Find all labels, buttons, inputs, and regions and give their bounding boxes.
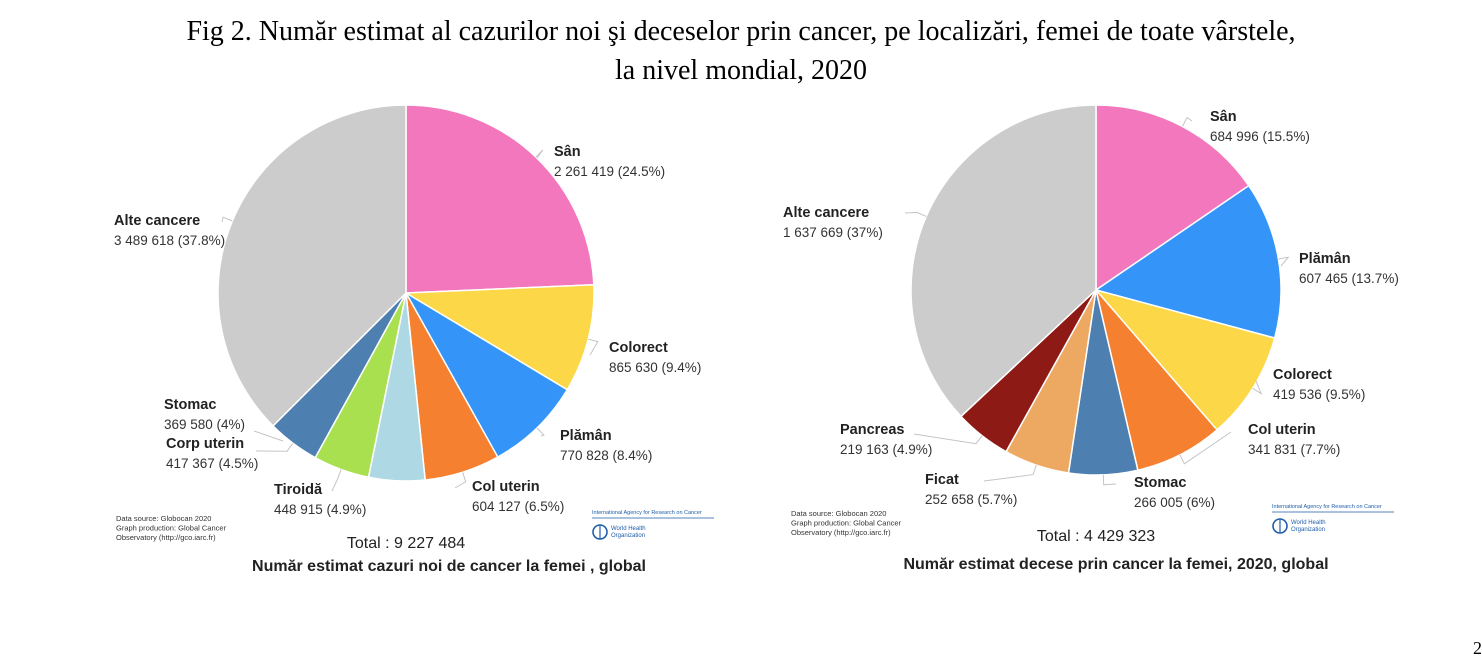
slice-name-col-uterin: Col uterin bbox=[472, 479, 540, 495]
who-logo-text: World Health bbox=[1291, 520, 1326, 526]
iarc-logo-text: International Agency for Research on Can… bbox=[1272, 504, 1382, 510]
data-source-line: Observatory (http://gco.iarc.fr) bbox=[791, 528, 891, 537]
slice-name-corp-uterin: Corp uterin bbox=[166, 436, 244, 452]
pie-chart-1: Sân 2 261 419 (24.5%) Colorect 865 630 (9.4… bbox=[114, 104, 714, 575]
slice-value-stomac: 369 580 (4%) bbox=[164, 417, 245, 432]
pie-slice-san bbox=[1095, 104, 1250, 292]
slice-value-colorect: 865 630 (9.4%) bbox=[609, 360, 701, 375]
slice-name-alte-cancere: Alte cancere bbox=[114, 213, 200, 229]
slice-value-tiroida: 448 915 (4.9%) bbox=[274, 502, 366, 517]
leader-line bbox=[454, 472, 467, 489]
leader-line bbox=[1278, 256, 1290, 267]
who-logo-text: Organization bbox=[1291, 527, 1325, 533]
data-source-line: Graph production: Global Cancer bbox=[791, 519, 902, 528]
pie-slice-plaman bbox=[1094, 184, 1282, 339]
slice-name-col-uterin: Col uterin bbox=[1248, 422, 1316, 438]
data-source-line: Data source: Globocan 2020 bbox=[116, 514, 211, 523]
chart-title: Număr estimat decese prin cancer la feme… bbox=[903, 556, 1328, 573]
slice-value-stomac: 266 005 (6%) bbox=[1134, 495, 1215, 510]
leader-line bbox=[536, 427, 545, 437]
data-source-line: Observatory (http://gco.iarc.fr) bbox=[116, 533, 216, 542]
slice-name-san: Sân bbox=[1210, 109, 1237, 125]
data-source-line: Graph production: Global Cancer bbox=[116, 524, 227, 533]
slice-value-col-uterin: 604 127 (6.5%) bbox=[472, 499, 564, 514]
figure-title: Fig 2. Număr estimat al cazurilor noi şi… bbox=[0, 12, 1482, 90]
slice-name-stomac: Stomac bbox=[1134, 475, 1186, 491]
pie-slice-san bbox=[405, 104, 595, 294]
slice-name-stomac: Stomac bbox=[164, 397, 216, 413]
slice-value-col-uterin: 341 831 (7.7%) bbox=[1248, 442, 1340, 457]
leader-line bbox=[255, 442, 294, 452]
slice-name-san: Sân bbox=[554, 144, 581, 160]
slice-value-ficat: 252 658 (5.7%) bbox=[925, 492, 1017, 507]
page-number: 2 bbox=[1473, 638, 1482, 658]
slice-name-plaman: Plămân bbox=[1299, 251, 1351, 267]
iarc-logo-text: International Agency for Research on Can… bbox=[592, 510, 702, 516]
figure-title-line-1: Fig 2. Număr estimat al cazurilor noi şi… bbox=[186, 16, 1296, 47]
leader-line bbox=[983, 464, 1037, 482]
slice-value-san: 684 996 (15.5%) bbox=[1210, 129, 1310, 144]
slice-value-alte-cancere: 1 637 669 (37%) bbox=[783, 225, 883, 240]
pie-slice-plaman bbox=[403, 290, 569, 459]
slice-name-pancreas: Pancreas bbox=[840, 422, 905, 438]
slice-value-colorect: 419 536 (9.5%) bbox=[1273, 387, 1365, 402]
slice-value-plaman: 770 828 (8.4%) bbox=[560, 448, 652, 463]
leader-line bbox=[331, 469, 342, 492]
pie-chart-2: Sân 684 996 (15.5%) Plămân 607 465 (13.7%) C… bbox=[783, 104, 1399, 573]
leader-line bbox=[1179, 431, 1232, 465]
slice-name-tiroida: Tiroidă bbox=[274, 482, 323, 498]
leader-line bbox=[1102, 474, 1117, 486]
slice-value-alte-cancere: 3 489 618 (37.8%) bbox=[114, 233, 225, 248]
slice-name-colorect: Colorect bbox=[609, 340, 668, 356]
chart-total: Total : 9 227 484 bbox=[347, 535, 465, 552]
slice-value-pancreas: 219 163 (4.9%) bbox=[840, 442, 932, 457]
chart-title: Număr estimat cazuri noi de cancer la fe… bbox=[252, 558, 646, 575]
slice-name-ficat: Ficat bbox=[925, 472, 959, 488]
figure-title-line-2: la nivel mondial, 2020 bbox=[615, 55, 867, 86]
leader-line bbox=[535, 149, 544, 159]
leader-line bbox=[1181, 116, 1193, 127]
chart-total: Total : 4 429 323 bbox=[1037, 528, 1155, 545]
leader-line bbox=[913, 433, 983, 445]
leader-line bbox=[221, 216, 233, 223]
slice-name-alte-cancere: Alte cancere bbox=[783, 205, 869, 221]
who-logo-text: Organization bbox=[611, 533, 645, 539]
leader-line bbox=[1252, 380, 1263, 395]
slice-name-colorect: Colorect bbox=[1273, 367, 1332, 383]
data-source-line: Data source: Globocan 2020 bbox=[791, 509, 886, 518]
slice-name-plaman: Plămân bbox=[560, 428, 612, 444]
pie-slice-alte-cancere bbox=[217, 104, 407, 427]
slice-value-san: 2 261 419 (24.5%) bbox=[554, 164, 665, 179]
leader-line bbox=[904, 211, 927, 217]
slice-value-plaman: 607 465 (13.7%) bbox=[1299, 271, 1399, 286]
slice-value-corp-uterin: 417 367 (4.5%) bbox=[166, 456, 258, 471]
who-logo-text: World Health bbox=[611, 526, 646, 532]
leader-line bbox=[253, 430, 284, 442]
leader-line bbox=[588, 338, 599, 356]
